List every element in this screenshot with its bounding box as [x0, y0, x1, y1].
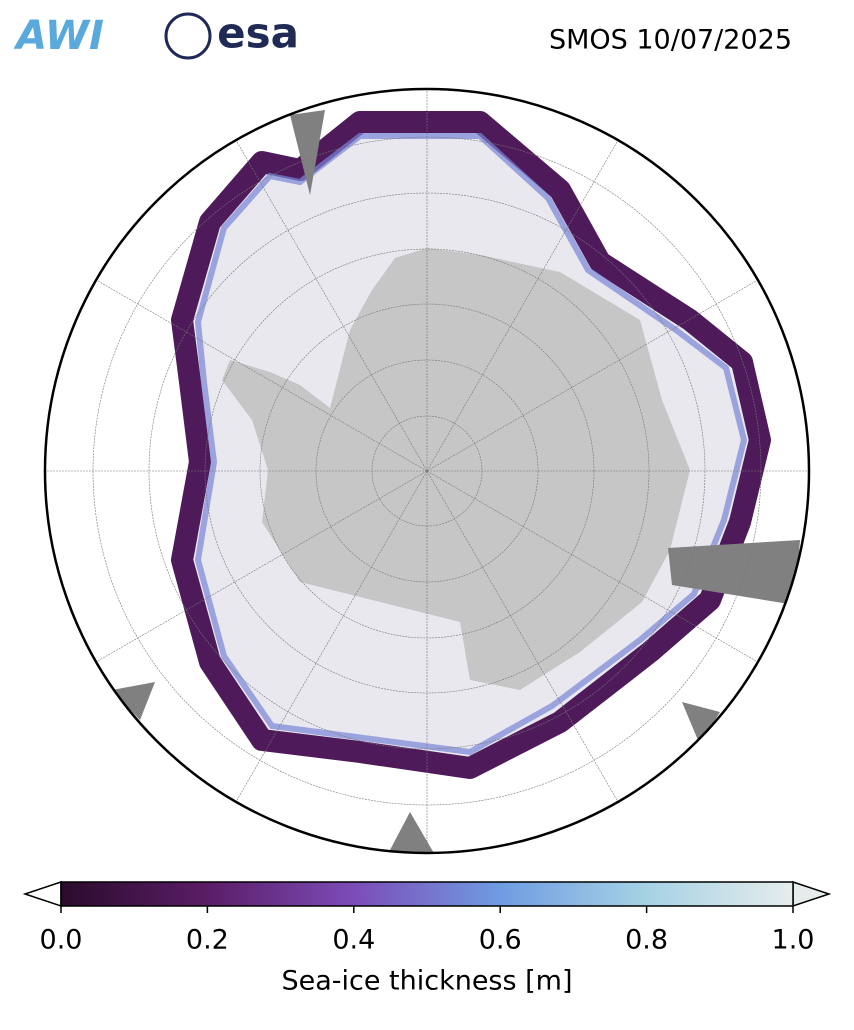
antarctica — [222, 248, 690, 690]
land-patch — [112, 682, 155, 720]
land-patch — [682, 702, 720, 745]
esa-logo: esa — [217, 9, 299, 58]
colorbar-extend-high — [792, 880, 832, 908]
ice-edge-blue — [194, 133, 748, 756]
awi-logo: AWI — [13, 13, 104, 59]
meridian — [426, 470, 619, 802]
colorbar-extend-low — [22, 880, 62, 908]
colorbar-tick-label: 0.8 — [625, 925, 668, 956]
graticule — [45, 89, 809, 853]
colorbar-tick-label: 0.4 — [332, 925, 375, 956]
colorbar-gradient — [60, 881, 794, 907]
colorbar: 0.0 0.2 0.4 0.6 0.8 1.0 — [22, 880, 832, 956]
meridian — [235, 140, 428, 472]
map-frame — [43, 87, 811, 855]
colorbar-tick-label: 0.2 — [186, 925, 229, 956]
colorbar-tick-label: 0.6 — [479, 925, 522, 956]
colorbar-label: Sea-ice thickness [m] — [281, 966, 572, 997]
land-patch — [668, 540, 800, 605]
meridian — [426, 140, 619, 472]
map — [45, 89, 809, 853]
map-title: SMOS 10/07/2025 — [549, 25, 792, 56]
meridian — [426, 470, 758, 663]
meridian — [96, 470, 428, 663]
meridian — [96, 279, 428, 472]
colorbar-tick-label: 1.0 — [772, 925, 815, 956]
colorbar-tick-label: 0.0 — [40, 925, 83, 956]
meridian — [235, 470, 428, 802]
esa-logo-mark — [164, 12, 212, 60]
land-patch — [390, 812, 435, 853]
land-patch — [290, 110, 325, 195]
meridian — [426, 279, 758, 472]
